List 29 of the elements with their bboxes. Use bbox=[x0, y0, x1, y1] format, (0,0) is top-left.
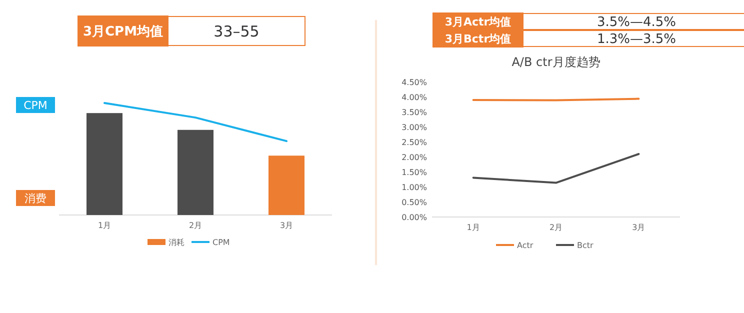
x-tick-label: 2月 bbox=[549, 223, 563, 232]
y-tick-label: 4.50% bbox=[402, 78, 428, 87]
x-tick-label: 3月 bbox=[280, 221, 294, 230]
legend-label: Actr bbox=[517, 241, 534, 250]
y-tick-label: 1.50% bbox=[402, 168, 428, 177]
chart-title: A/B ctr月度趋势 bbox=[512, 55, 600, 69]
x-tick-label: 3月 bbox=[632, 223, 646, 232]
y-tick-label: 0.00% bbox=[402, 213, 428, 222]
y-tick-label: 2.00% bbox=[402, 153, 428, 162]
text: 1.3%—3.5% bbox=[596, 32, 676, 48]
legend-label: 消耗 bbox=[168, 238, 184, 247]
text: 3.5%—4.5% bbox=[596, 15, 676, 30]
y-tick-label: 4.00% bbox=[402, 93, 428, 102]
y-tick-label: 1.00% bbox=[402, 183, 428, 192]
text: 3月Actr均值 bbox=[444, 15, 512, 28]
x-tick-label: 1月 bbox=[98, 221, 112, 230]
text: 3月CPM均值 bbox=[82, 24, 164, 40]
text: 消费 bbox=[24, 192, 46, 205]
legend-label: CPM bbox=[212, 238, 230, 247]
y-tick-label: 2.50% bbox=[402, 138, 428, 147]
text: 33–55 bbox=[214, 22, 260, 40]
text: 3月Bctr均值 bbox=[444, 32, 512, 46]
y-tick-label: 0.50% bbox=[402, 198, 428, 207]
text: CPM bbox=[24, 99, 48, 112]
x-tick-label: 1月 bbox=[466, 223, 480, 232]
legend-label: Bctr bbox=[577, 241, 594, 250]
x-tick-label: 2月 bbox=[188, 221, 202, 230]
y-tick-label: 3.50% bbox=[402, 108, 428, 117]
y-tick-label: 3.00% bbox=[402, 123, 428, 132]
